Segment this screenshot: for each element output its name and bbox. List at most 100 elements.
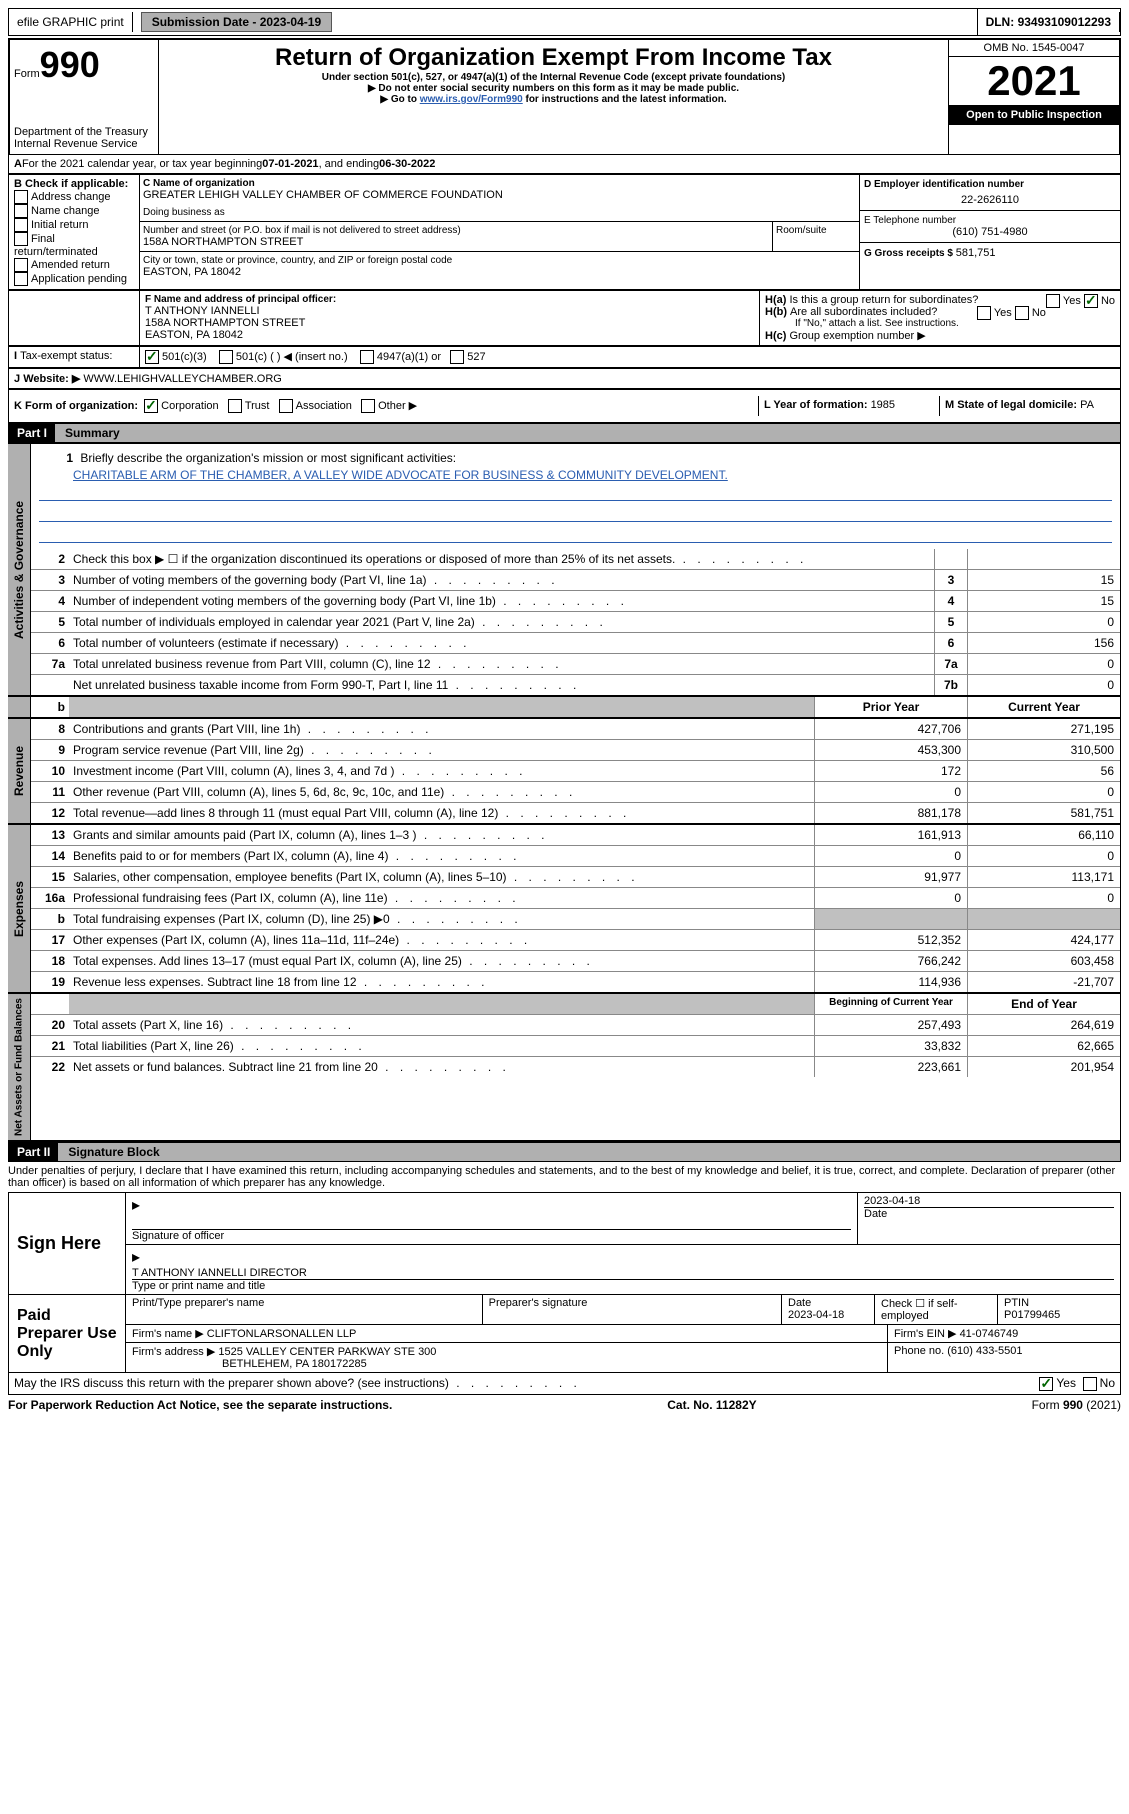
- open-public: Open to Public Inspection: [949, 105, 1119, 125]
- firm-addr1: 1525 VALLEY CENTER PARKWAY STE 300: [218, 1346, 436, 1358]
- beg-year-head: Beginning of Current Year: [814, 994, 967, 1014]
- paid-preparer-block: Paid Preparer Use Only Print/Type prepar…: [8, 1295, 1121, 1373]
- form-header: Form990 Department of the Treasury Inter…: [8, 38, 1121, 154]
- expense-line: 17Other expenses (Part IX, column (A), l…: [31, 930, 1120, 951]
- firm-phone: (610) 433-5501: [947, 1345, 1022, 1357]
- firm-addr2: BETHLEHEM, PA 180172285: [132, 1358, 367, 1370]
- main-title: Return of Organization Exempt From Incom…: [163, 44, 944, 72]
- sign-date: 2023-04-18: [864, 1195, 1114, 1207]
- revenue-line: 11Other revenue (Part VIII, column (A), …: [31, 782, 1120, 803]
- form-number: 990: [40, 44, 100, 85]
- perjury-text: Under penalties of perjury, I declare th…: [8, 1162, 1121, 1192]
- expense-line: 13Grants and similar amounts paid (Part …: [31, 825, 1120, 846]
- gov-line: 3Number of voting members of the governi…: [31, 570, 1120, 591]
- sign-here-label: Sign Here: [9, 1193, 126, 1294]
- row-j: J Website: ▶ WWW.LEHIGHVALLEYCHAMBER.ORG: [8, 368, 1121, 389]
- street: 158A NORTHAMPTON STREET: [143, 236, 769, 248]
- firm-name: CLIFTONLARSONALLEN LLP: [207, 1328, 357, 1340]
- h-b-note: If "No," attach a list. See instructions…: [765, 318, 1115, 329]
- h-a: H(a) Is this a group return for subordin…: [765, 294, 1115, 306]
- subtitle: Under section 501(c), 527, or 4947(a)(1)…: [163, 72, 944, 83]
- officer-printed: T ANTHONY IANNELLI DIRECTOR: [132, 1267, 1114, 1279]
- irs-link[interactable]: www.irs.gov/Form990: [420, 94, 523, 105]
- row-klm: K Form of organization: Corporation Trus…: [8, 389, 1121, 424]
- gov-line: 7aTotal unrelated business revenue from …: [31, 654, 1120, 675]
- paid-label: Paid Preparer Use Only: [9, 1295, 126, 1372]
- room-label: Room/suite: [772, 222, 859, 251]
- net-line: 21Total liabilities (Part X, line 26)33,…: [31, 1036, 1120, 1057]
- officer-city: EASTON, PA 18042: [145, 329, 754, 341]
- tax-year: 2021: [949, 57, 1119, 105]
- expense-line: 16aProfessional fundraising fees (Part I…: [31, 888, 1120, 909]
- d-label: D Employer identification number: [864, 179, 1116, 190]
- b-label: B Check if applicable:: [14, 178, 134, 190]
- expense-line: 15Salaries, other compensation, employee…: [31, 867, 1120, 888]
- expense-line: 19Revenue less expenses. Subtract line 1…: [31, 972, 1120, 992]
- officer-name: T ANTHONY IANNELLI: [145, 305, 754, 317]
- officer-block: F Name and address of principal officer:…: [8, 290, 1121, 346]
- c-name-label: C Name of organization: [143, 178, 856, 189]
- tab-revenue: Revenue: [8, 718, 31, 824]
- b-check-item: Address change: [14, 190, 134, 204]
- revenue-line: 9Program service revenue (Part VIII, lin…: [31, 740, 1120, 761]
- gov-line: 2Check this box ▶ ☐ if the organization …: [31, 549, 1120, 570]
- mission-text[interactable]: CHARITABLE ARM OF THE CHAMBER, A VALLEY …: [73, 468, 728, 482]
- expense-line: 18Total expenses. Add lines 13–17 (must …: [31, 951, 1120, 972]
- current-year-head: Current Year: [967, 697, 1120, 717]
- gov-line: Net unrelated business taxable income fr…: [31, 675, 1120, 695]
- identity-block: B Check if applicable: Address changeNam…: [8, 174, 1121, 290]
- sig-officer-label: Signature of officer: [132, 1230, 224, 1242]
- revenue-line: 12Total revenue—add lines 8 through 11 (…: [31, 803, 1120, 823]
- printed-label: Type or print name and title: [132, 1279, 1114, 1292]
- efile-label: efile GRAPHIC print: [9, 12, 133, 32]
- ein: 22-2626110: [864, 194, 1116, 206]
- revenue-line: 10Investment income (Part VIII, column (…: [31, 761, 1120, 782]
- ptin: P01799465: [1004, 1309, 1060, 1321]
- b-check-item: Final return/terminated: [14, 232, 134, 258]
- tab-net: Net Assets or Fund Balances: [8, 993, 31, 1141]
- dba-label: Doing business as: [143, 207, 856, 218]
- b-check-item: Application pending: [14, 272, 134, 286]
- note-ssn: ▶ Do not enter social security numbers o…: [163, 83, 944, 94]
- part1-header: Part I Summary: [8, 424, 1121, 443]
- tab-governance: Activities & Governance: [8, 443, 31, 696]
- street-label: Number and street (or P.O. box if mail i…: [143, 225, 769, 236]
- b-check-item: Name change: [14, 204, 134, 218]
- gross-receipts: 581,751: [956, 247, 996, 259]
- expense-line: 14Benefits paid to or for members (Part …: [31, 846, 1120, 867]
- footer: For Paperwork Reduction Act Notice, see …: [8, 1395, 1121, 1415]
- may-discuss-row: May the IRS discuss this return with the…: [8, 1373, 1121, 1395]
- h-c: H(c) Group exemption number ▶: [765, 329, 1115, 342]
- note-link: ▶ Go to www.irs.gov/Form990 for instruct…: [163, 94, 944, 105]
- revenue-line: 8Contributions and grants (Part VIII, li…: [31, 719, 1120, 740]
- prior-year-head: Prior Year: [814, 697, 967, 717]
- g-label: G Gross receipts $: [864, 248, 956, 259]
- gov-line: 5Total number of individuals employed in…: [31, 612, 1120, 633]
- row-i: I Tax-exempt status: 501(c)(3) 501(c) ( …: [8, 346, 1121, 368]
- topbar: efile GRAPHIC print Submission Date - 20…: [8, 8, 1121, 36]
- omb: OMB No. 1545-0047: [949, 40, 1119, 57]
- date-label: Date: [864, 1207, 1114, 1220]
- website: WWW.LEHIGHVALLEYCHAMBER.ORG: [83, 373, 281, 385]
- city: EASTON, PA 18042: [143, 266, 856, 278]
- mission-q: Briefly describe the organization's miss…: [80, 451, 456, 465]
- e-label: E Telephone number: [864, 215, 1116, 226]
- f-label: F Name and address of principal officer:: [145, 294, 754, 305]
- row-a: A For the 2021 calendar year, or tax yea…: [8, 154, 1121, 174]
- org-name: GREATER LEHIGH VALLEY CHAMBER OF COMMERC…: [143, 189, 856, 201]
- gov-line: 4Number of independent voting members of…: [31, 591, 1120, 612]
- b-check-item: Amended return: [14, 258, 134, 272]
- gov-line: 6Total number of volunteers (estimate if…: [31, 633, 1120, 654]
- city-label: City or town, state or province, country…: [143, 255, 856, 266]
- form-prefix: Form: [14, 68, 40, 80]
- firm-ein: 41-0746749: [960, 1328, 1019, 1340]
- dept-label: Department of the Treasury Internal Reve…: [14, 126, 154, 150]
- end-year-head: End of Year: [967, 994, 1120, 1014]
- tab-expenses: Expenses: [8, 824, 31, 993]
- dln: DLN: 93493109012293: [978, 12, 1120, 32]
- sign-block: Sign Here Signature of officer 2023-04-1…: [8, 1192, 1121, 1295]
- expense-line: bTotal fundraising expenses (Part IX, co…: [31, 909, 1120, 930]
- officer-street: 158A NORTHAMPTON STREET: [145, 317, 754, 329]
- part2-header: Part II Signature Block: [8, 1141, 1121, 1162]
- phone: (610) 751-4980: [864, 226, 1116, 238]
